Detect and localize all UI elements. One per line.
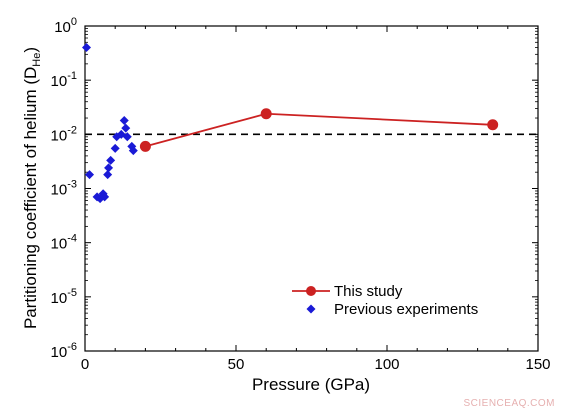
legend-label-previous: Previous experiments [334, 301, 478, 318]
legend-marker-previous [306, 304, 316, 314]
y-tick-base: 10 [54, 19, 71, 36]
data-point-diamond [121, 123, 131, 133]
data-point-diamond [110, 143, 120, 153]
data-point-circle [487, 119, 499, 131]
legend-marker-this-study [306, 286, 316, 296]
x-tick-label: 50 [228, 356, 245, 373]
x-tick-label: 0 [81, 356, 89, 373]
y-tick-base: 10 [51, 290, 68, 307]
y-tick-label: 10-2 [51, 124, 77, 144]
y-tick-exponent: -4 [67, 233, 77, 245]
y-axis-title-close: ) [21, 47, 40, 53]
y-tick-base: 10 [51, 73, 68, 90]
y-tick-label: 10-6 [51, 341, 77, 361]
y-tick-exponent: -1 [67, 70, 77, 82]
x-axis-title: Pressure (GPa) [252, 375, 370, 394]
data-point-diamond [128, 146, 138, 156]
data-point-diamond [104, 163, 114, 173]
y-tick-label: 100 [54, 16, 77, 36]
y-tick-base: 10 [51, 127, 68, 144]
y-tick-base: 10 [51, 344, 68, 361]
y-tick-exponent: -6 [67, 341, 77, 353]
y-tick-exponent: 0 [71, 16, 77, 28]
x-tick-label: 150 [525, 356, 550, 373]
data-point-circle [139, 140, 151, 152]
y-tick-label: 10-1 [51, 70, 77, 90]
y-axis-title: Partitioning coefficient of helium (DHe) [21, 47, 43, 329]
data-point-diamond [100, 192, 110, 202]
data-point-diamond [103, 170, 113, 180]
data-point-circle [260, 108, 272, 120]
y-tick-label: 10-5 [51, 287, 77, 307]
y-tick-exponent: -3 [67, 179, 77, 191]
y-tick-exponent: -5 [67, 287, 77, 299]
data-point-diamond [82, 43, 92, 53]
y-tick-exponent: -2 [67, 124, 77, 136]
data-point-diamond [85, 170, 95, 180]
y-tick-base: 10 [51, 236, 68, 253]
y-tick-label: 10-4 [51, 233, 77, 253]
x-tick-label: 100 [374, 356, 399, 373]
legend-label-this-study: This study [334, 283, 403, 300]
data-point-diamond [119, 116, 129, 126]
watermark: SCIENCEAQ.COM [463, 398, 555, 409]
series-group [82, 43, 499, 204]
y-tick-label: 10-3 [51, 179, 77, 199]
y-tick-base: 10 [51, 182, 68, 199]
data-point-diamond [106, 155, 116, 165]
y-axis-title-main: Partitioning coefficient of helium (D [21, 67, 40, 329]
data-point-diamond [122, 132, 132, 142]
series-line [145, 112, 493, 148]
y-axis-title-sub: He [31, 53, 43, 67]
